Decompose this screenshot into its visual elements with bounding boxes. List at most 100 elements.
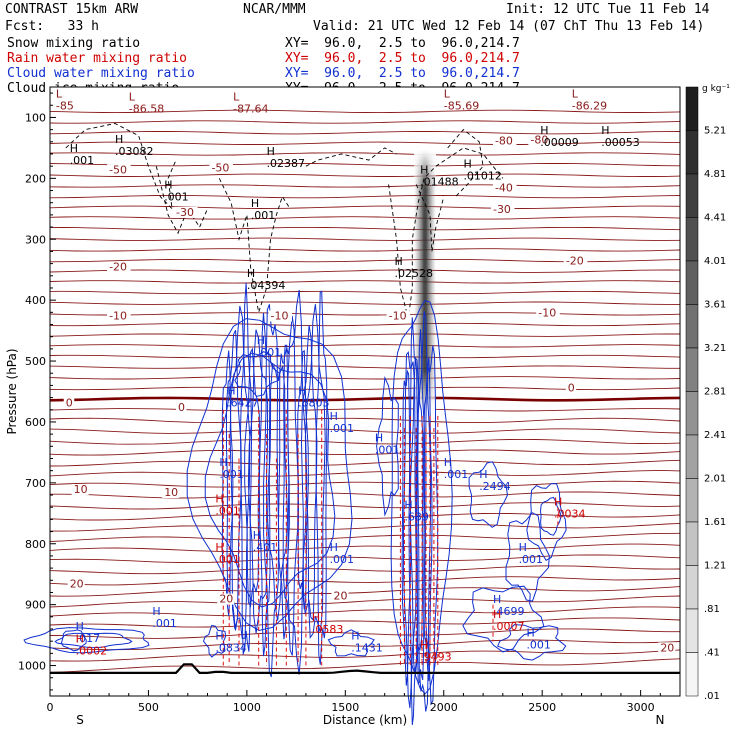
isotherm-line bbox=[49, 628, 680, 639]
isotherm-label: 10 bbox=[164, 486, 178, 499]
x-tick-label: 3000 bbox=[627, 701, 655, 714]
high-marker: H bbox=[540, 124, 548, 137]
extremum-value: .0034 bbox=[554, 507, 586, 520]
y-tick-label: 100 bbox=[25, 111, 46, 124]
isotherm-label: -50 bbox=[211, 161, 229, 174]
x-tick-label: 1500 bbox=[331, 701, 359, 714]
isotherm-label-bg bbox=[536, 307, 560, 319]
colorbar-label: .01 bbox=[704, 691, 720, 702]
colorbar-bin bbox=[685, 86, 699, 131]
isotherm-label: -30 bbox=[493, 203, 511, 216]
isotherm-line bbox=[49, 152, 681, 156]
y-tick-label: 500 bbox=[25, 355, 46, 368]
isotherm-label-bg bbox=[107, 310, 131, 322]
cloud-water-contour bbox=[239, 282, 253, 655]
y-tick-label: 800 bbox=[25, 538, 46, 551]
isotherm-line bbox=[49, 512, 681, 521]
isotherm-line bbox=[49, 365, 680, 369]
cloud-water-contour bbox=[526, 483, 567, 561]
high-marker: H bbox=[420, 638, 428, 651]
cloud-water-contour bbox=[327, 629, 375, 657]
x-tick-label: 1000 bbox=[233, 701, 261, 714]
high-marker: H bbox=[227, 385, 235, 398]
isotherm-line bbox=[49, 226, 681, 231]
extremum-value: .001 bbox=[375, 443, 400, 456]
high-marker: H bbox=[253, 529, 261, 542]
cloud-water-contour bbox=[263, 304, 280, 678]
isotherm-line bbox=[49, 532, 681, 542]
cloud-water-contour bbox=[300, 325, 318, 622]
isotherm-label-bg bbox=[162, 487, 180, 499]
extremum-value: .401 bbox=[253, 541, 278, 554]
isotherm-label-bg bbox=[490, 203, 515, 215]
y-tick-label: 700 bbox=[25, 477, 46, 490]
isotherm-line bbox=[49, 248, 681, 252]
high-marker: H bbox=[164, 179, 172, 192]
isotherm-line bbox=[49, 449, 681, 456]
low-marker: L bbox=[233, 90, 240, 103]
isotherm-line bbox=[49, 595, 681, 608]
isotherm-label: -80 bbox=[495, 135, 513, 148]
extremum-value: .001 bbox=[526, 638, 551, 651]
extremum-value: -85.69 bbox=[444, 99, 479, 112]
center-label: NCAR/MMM bbox=[243, 2, 306, 17]
high-marker: H bbox=[395, 255, 403, 268]
colorbar-bin bbox=[685, 521, 699, 566]
isotherm-line bbox=[49, 639, 681, 651]
isotherm-line bbox=[49, 438, 681, 445]
extremum-value: .0583 bbox=[312, 623, 344, 636]
isotherm-line bbox=[49, 586, 681, 597]
y-tick-label: 1000 bbox=[18, 660, 46, 673]
high-marker: H bbox=[70, 142, 78, 155]
y-tick-label: 200 bbox=[25, 172, 46, 185]
cloud-water-contour bbox=[54, 632, 133, 649]
plot-area bbox=[50, 87, 680, 696]
isotherm-line bbox=[49, 576, 681, 586]
isotherm-label-bg bbox=[528, 134, 552, 146]
high-marker: H bbox=[444, 456, 452, 469]
isotherm-label: -10 bbox=[389, 309, 407, 322]
colorbar-label: 4.81 bbox=[704, 169, 726, 180]
isotherm-line bbox=[49, 333, 680, 337]
extremum-value: .001 bbox=[215, 504, 240, 517]
extremum-value: .6803 bbox=[298, 397, 330, 410]
high-marker: H bbox=[219, 456, 227, 469]
x-tick-label: 0 bbox=[47, 701, 54, 714]
high-marker: H bbox=[493, 593, 501, 606]
isotherm-label-bg bbox=[107, 164, 131, 176]
high-marker: H bbox=[76, 632, 84, 645]
colorbar-bin bbox=[685, 304, 699, 349]
isotherm-line bbox=[49, 606, 681, 617]
cloud-water-contour bbox=[505, 512, 550, 602]
cloud-water-contour bbox=[229, 305, 251, 639]
extremum-value: .01488 bbox=[420, 175, 459, 188]
snow-contour bbox=[155, 166, 208, 235]
isotherm-label: 20 bbox=[70, 577, 84, 590]
isotherm-label: -40 bbox=[495, 182, 513, 195]
isotherm-label: 20 bbox=[219, 593, 233, 606]
extremum-value: .03082 bbox=[115, 145, 154, 158]
extremum-value: .04394 bbox=[247, 279, 286, 292]
isotherm-line bbox=[49, 237, 681, 241]
colorbar-label: 1.61 bbox=[704, 517, 726, 528]
isotherm-label-bg bbox=[209, 162, 233, 174]
isotherm-line bbox=[49, 216, 681, 220]
isotherm-label-bg bbox=[563, 255, 588, 267]
extremum-value: .00053 bbox=[601, 136, 640, 149]
extremum-value: .00009 bbox=[540, 136, 579, 149]
isotherm-line bbox=[49, 354, 681, 359]
isotherm-label-bg bbox=[386, 310, 411, 322]
isotherm-line bbox=[49, 543, 681, 552]
y-tick-label: 600 bbox=[25, 416, 46, 429]
high-marker: H bbox=[251, 197, 259, 210]
isotherm-line bbox=[49, 658, 681, 673]
extremum-value: .0002 bbox=[76, 644, 108, 657]
colorbar-label: 5.21 bbox=[704, 126, 726, 137]
isotherm-label: -10 bbox=[538, 306, 556, 319]
cloud-water-contour bbox=[423, 357, 433, 681]
colorbar-bin bbox=[685, 130, 699, 175]
cloud-water-contour bbox=[497, 624, 567, 661]
extremum-value: .001 bbox=[70, 154, 95, 167]
high-marker: H bbox=[526, 626, 534, 639]
